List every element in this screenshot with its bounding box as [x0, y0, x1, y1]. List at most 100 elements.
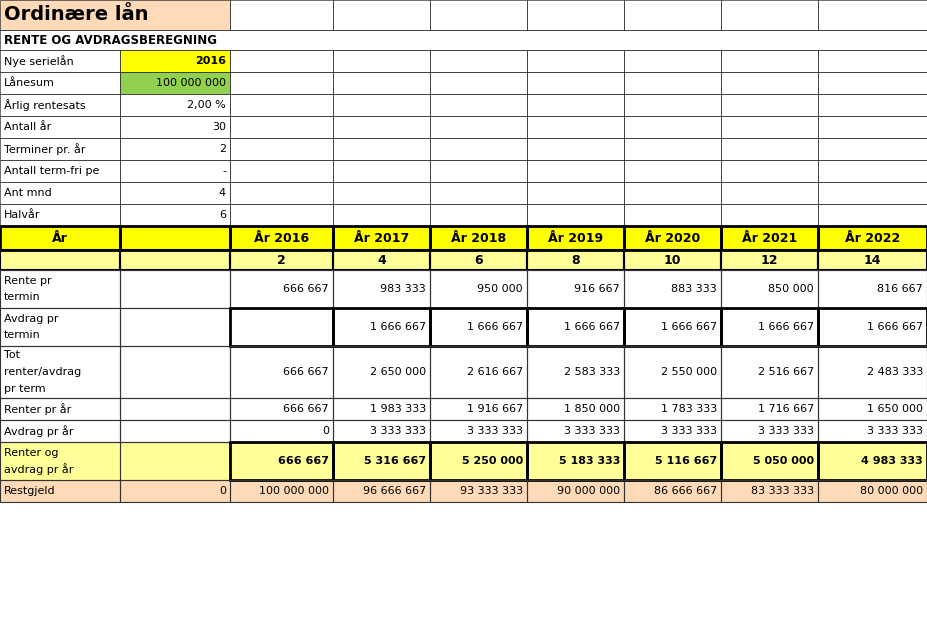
Bar — [527, 116, 624, 138]
Bar — [721, 442, 818, 480]
Bar — [0, 442, 120, 480]
Bar — [0, 226, 120, 250]
Bar — [230, 226, 333, 250]
Bar — [721, 442, 818, 480]
Text: 950 000: 950 000 — [477, 284, 523, 294]
Bar — [721, 398, 818, 420]
Bar — [527, 138, 624, 160]
Bar — [430, 138, 527, 160]
Bar — [333, 420, 430, 442]
Bar — [624, 182, 721, 204]
Bar — [721, 250, 818, 270]
Text: År 2019: År 2019 — [548, 232, 603, 245]
Bar — [818, 0, 927, 30]
Bar — [430, 116, 527, 138]
Text: Nye serielån: Nye serielån — [4, 55, 74, 67]
Text: 5 116 667: 5 116 667 — [654, 456, 717, 466]
Text: 5 050 000: 5 050 000 — [753, 456, 814, 466]
Text: 1 666 667: 1 666 667 — [758, 322, 814, 332]
Bar — [721, 160, 818, 182]
Bar — [430, 160, 527, 182]
Text: 1 783 333: 1 783 333 — [661, 404, 717, 414]
Text: År 2017: År 2017 — [354, 232, 409, 245]
Bar — [818, 138, 927, 160]
Bar — [230, 160, 333, 182]
Bar — [527, 270, 624, 308]
Bar — [624, 250, 721, 270]
Bar — [120, 72, 230, 94]
Bar — [230, 308, 333, 346]
Bar — [624, 442, 721, 480]
Bar — [333, 226, 430, 250]
Text: renter/avdrag: renter/avdrag — [4, 367, 82, 377]
Bar — [333, 160, 430, 182]
Text: 1 916 667: 1 916 667 — [467, 404, 523, 414]
Bar — [0, 308, 120, 346]
Text: 90 000 000: 90 000 000 — [557, 486, 620, 496]
Bar — [527, 250, 624, 270]
Bar — [721, 182, 818, 204]
Text: 2016: 2016 — [195, 56, 226, 66]
Bar — [721, 116, 818, 138]
Bar — [527, 94, 624, 116]
Bar — [527, 480, 624, 502]
Bar — [818, 250, 927, 270]
Text: 80 000 000: 80 000 000 — [860, 486, 923, 496]
Text: 14: 14 — [864, 253, 882, 266]
Text: Renter og: Renter og — [4, 447, 58, 457]
Bar — [0, 270, 120, 308]
Text: 1 666 667: 1 666 667 — [467, 322, 523, 332]
Bar — [527, 72, 624, 94]
Text: Restgjeld: Restgjeld — [4, 486, 56, 496]
Bar — [120, 250, 230, 270]
Bar — [0, 398, 120, 420]
Text: 666 667: 666 667 — [278, 456, 329, 466]
Bar — [0, 346, 120, 398]
Bar — [818, 204, 927, 226]
Text: År 2016: År 2016 — [254, 232, 309, 245]
Text: 100 000 000: 100 000 000 — [156, 78, 226, 88]
Bar — [721, 72, 818, 94]
Bar — [818, 226, 927, 250]
Bar — [120, 138, 230, 160]
Bar — [333, 398, 430, 420]
Text: 883 333: 883 333 — [671, 284, 717, 294]
Bar — [818, 250, 927, 270]
Text: pr term: pr term — [4, 384, 45, 394]
Bar — [624, 226, 721, 250]
Bar — [624, 420, 721, 442]
Bar — [527, 442, 624, 480]
Bar — [818, 398, 927, 420]
Text: 12: 12 — [761, 253, 779, 266]
Text: År: År — [52, 232, 68, 245]
Bar — [430, 226, 527, 250]
Bar — [624, 480, 721, 502]
Bar — [721, 138, 818, 160]
Bar — [721, 204, 818, 226]
Bar — [624, 346, 721, 398]
Bar — [120, 420, 230, 442]
Bar — [0, 420, 120, 442]
Bar — [430, 346, 527, 398]
Bar — [818, 442, 927, 480]
Bar — [624, 346, 721, 398]
Bar — [120, 398, 230, 420]
Text: Avdrag pr: Avdrag pr — [4, 314, 58, 324]
Bar — [430, 204, 527, 226]
Bar — [120, 420, 230, 442]
Bar — [818, 480, 927, 502]
Text: 2: 2 — [219, 144, 226, 154]
Bar — [0, 346, 120, 398]
Bar — [230, 226, 333, 250]
Bar — [120, 308, 230, 346]
Bar — [0, 398, 120, 420]
Text: 5 250 000: 5 250 000 — [462, 456, 523, 466]
Bar — [430, 346, 527, 398]
Bar — [430, 398, 527, 420]
Bar — [721, 308, 818, 346]
Bar — [0, 308, 120, 346]
Text: 93 333 333: 93 333 333 — [460, 486, 523, 496]
Bar — [818, 116, 927, 138]
Bar — [333, 138, 430, 160]
Text: 983 333: 983 333 — [380, 284, 426, 294]
